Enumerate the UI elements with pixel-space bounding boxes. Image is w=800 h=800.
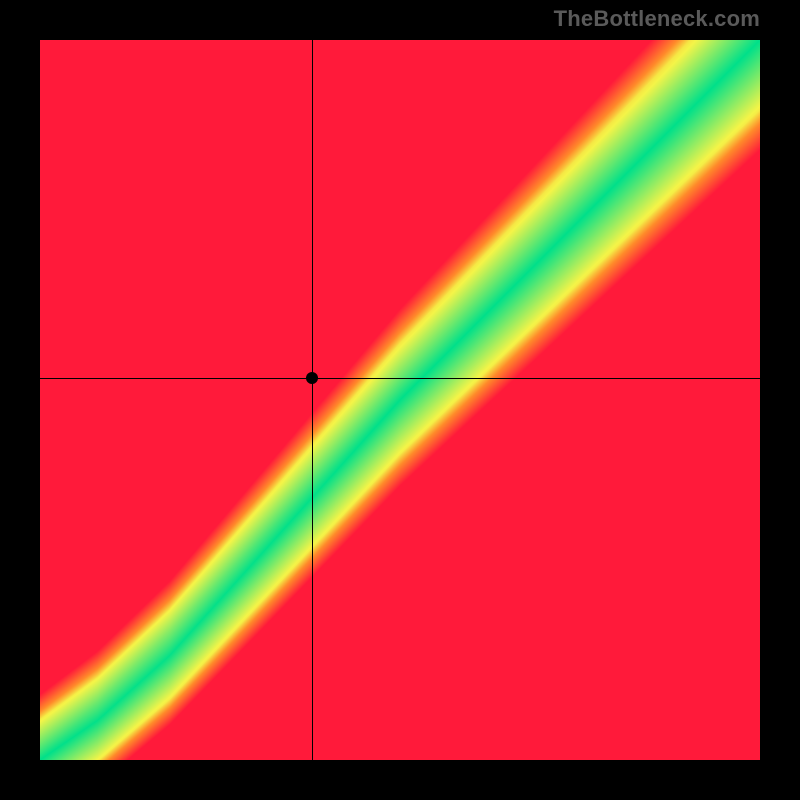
crosshair-horizontal [40, 378, 760, 379]
heatmap-plot [40, 40, 760, 760]
page-root: TheBottleneck.com [0, 0, 800, 800]
heatmap-canvas [40, 40, 760, 760]
attribution-text: TheBottleneck.com [554, 6, 760, 32]
crosshair-vertical [312, 40, 313, 760]
crosshair-marker [306, 372, 318, 384]
